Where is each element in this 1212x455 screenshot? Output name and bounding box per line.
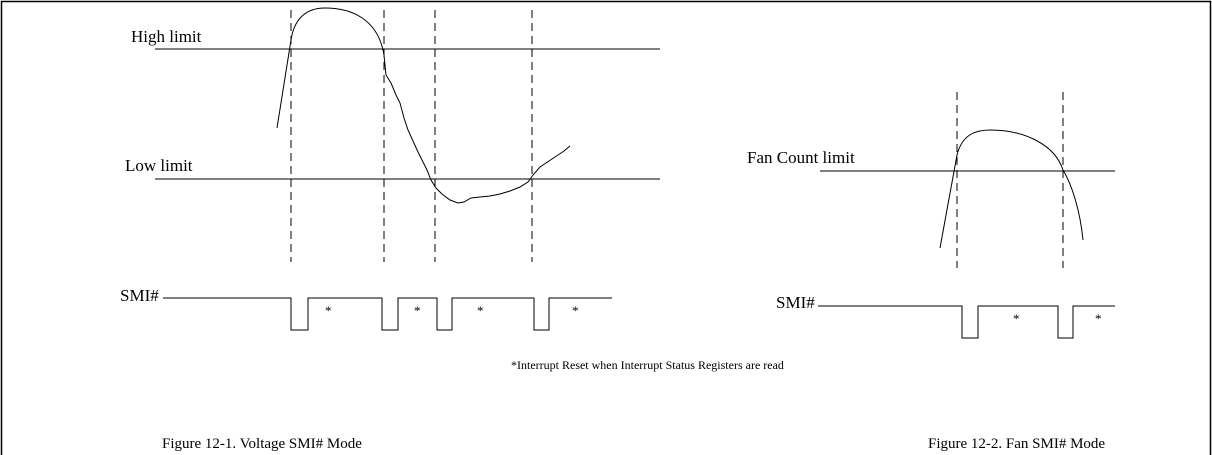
crossing-markers: [956, 92, 1064, 268]
fan-count-curve: [939, 129, 1084, 249]
low-limit-label: Low limit: [125, 156, 193, 175]
high-limit-label: High limit: [131, 27, 202, 46]
interrupt-marker: *: [1095, 311, 1102, 326]
voltage-caption: Figure 12-1. Voltage SMI# Mode: [162, 436, 362, 452]
smi-signal: [163, 297, 612, 331]
interrupt-marker: *: [477, 303, 484, 318]
interrupt-marker: *: [325, 303, 332, 318]
crossing-markers: [290, 10, 533, 262]
fan-figure: Fan Count limit SMI# * * Figure 12-2. Fa…: [747, 92, 1115, 452]
footnote: *Interrupt Reset when Interrupt Status R…: [511, 358, 784, 372]
smi-signal: [818, 305, 1115, 339]
fan-caption: Figure 12-2. Fan SMI# Mode: [928, 436, 1105, 452]
interrupt-marker: *: [414, 303, 421, 318]
interrupt-marker: *: [1013, 311, 1020, 326]
smi-label: SMI#: [120, 286, 159, 305]
interrupt-marker: *: [572, 303, 579, 318]
fan-count-limit-label: Fan Count limit: [747, 148, 855, 167]
voltage-curve: [276, 7, 571, 204]
smi-label: SMI#: [776, 293, 815, 312]
voltage-figure: High limit Low limit SMI# * * * * Figure…: [120, 7, 660, 452]
